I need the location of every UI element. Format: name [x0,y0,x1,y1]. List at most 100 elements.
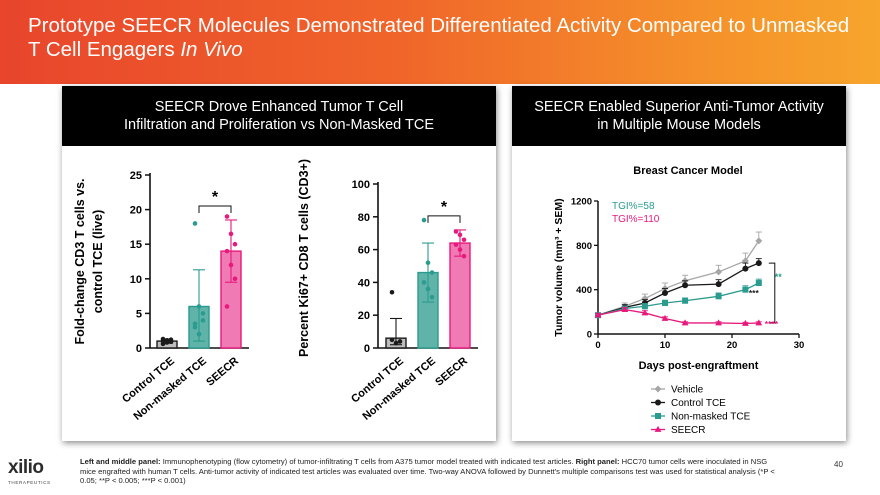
category-label: SEECR [433,355,470,389]
legend-label: Vehicle [671,385,704,396]
data-point [397,339,403,344]
significance-marker: *** [749,288,760,298]
right-panel: SEECR Enabled Superior Anti-Tumor Activi… [512,86,846,441]
tgi-annotation: TGI%=110 [612,214,660,225]
category-label: SEECR [204,355,241,389]
y-tick-label: 0 [364,343,370,355]
y-tick-label: 15 [130,239,142,251]
footnote: Left and middle panel: Immunophenotyping… [80,457,780,486]
data-point [429,294,435,300]
data-point [453,229,459,234]
slide-title-italic: In Vivo [180,38,243,61]
y-tick-label: 800 [576,241,592,252]
legend-label: Control TCE [671,398,726,409]
data-point [755,237,763,245]
tgi-annotation: TGI%=58 [612,201,655,212]
legend-label: SEECR [671,425,705,436]
left-header-line1: SEECR Drove Enhanced Tumor T Cell [154,99,404,115]
data-point [192,324,198,330]
data-point [594,311,602,318]
significance-bracket [768,262,776,324]
legend-marker [655,399,661,406]
series-line-2 [597,262,760,316]
data-point [641,303,648,310]
data-point [755,280,762,287]
x-tick-label: 0 [595,340,600,351]
data-point [196,304,202,309]
data-point [228,231,234,237]
cd3-fold-change-chart: Fold-change CD3 T cells vs. control TCE (… [73,170,249,423]
data-point [715,281,722,288]
y-tick-label: 10 [130,274,142,286]
y-tick-label: 100 [352,179,370,191]
x-tick-label: 20 [727,340,738,351]
y-tick-label: 25 [130,170,142,182]
data-point [715,268,723,276]
data-point [682,282,689,289]
right-header-line1: SEECR Enabled Superior Anti-Tumor Activi… [534,99,824,115]
x-axis-label: Days post-engraftment [639,360,759,372]
series-line-3 [597,282,760,316]
y-tick-label: 40 [358,277,370,289]
data-point [224,248,230,254]
series-line-4 [597,308,759,325]
data-point [421,280,427,285]
data-point [715,319,722,326]
data-point [621,306,629,313]
y-tick-label: 20 [358,310,370,322]
data-point [192,221,198,226]
data-point [453,242,459,247]
data-point [661,314,669,321]
data-point [755,319,763,326]
data-point [681,319,689,326]
x-tick-label: 10 [660,340,671,351]
footnote-mid: Right panel: [575,457,620,466]
data-point [457,247,463,252]
data-point [461,253,467,259]
significance-bracket [427,215,461,223]
y-tick-label: 80 [358,212,370,224]
legend-label: Non-masked TCE [671,412,751,423]
data-point [641,309,649,316]
data-point [196,331,202,337]
data-point [389,289,395,295]
data-point [232,241,238,247]
data-point [192,321,198,327]
data-point [168,337,174,342]
y-tick-label: 400 [576,285,592,296]
data-point [715,293,722,300]
left-header-line2: Infiltration and Proliferation vs Non-Ma… [123,117,434,133]
significance-star: * [212,189,219,206]
data-point [641,295,649,303]
logo-tagline: THERAPEUTICS [8,480,51,485]
data-point [160,336,166,342]
data-point [200,311,206,316]
data-point [389,337,395,343]
data-point [224,304,230,309]
left-panel-header: SEECR Drove Enhanced Tumor T Cell Infilt… [62,86,496,146]
chart-title: Breast Cancer Model [633,165,742,177]
data-point [232,276,238,282]
data-point [421,217,427,223]
footnote-text2: HCC70 tumor cells were inoculated in NSG… [80,457,775,485]
legend-marker [655,413,661,419]
data-point [742,286,749,293]
data-point [741,257,749,265]
page-number: 40 [834,460,843,469]
legend-marker [654,385,662,393]
data-point [200,318,206,323]
y-tick-label: 20 [130,205,142,217]
y-tick-label: 5 [136,308,142,320]
y-axis-label-line2: control TCE (live) [91,210,105,313]
data-point [682,297,689,304]
footnote-lead: Left and middle panel: [80,457,161,466]
y-tick-label: 60 [358,245,370,257]
data-point [164,338,170,343]
significance-marker: **** [765,319,779,329]
data-point [228,262,234,268]
data-point [393,340,399,346]
logo-wordmark: xilio [8,457,44,478]
data-point [457,232,463,238]
bar-3 [449,242,471,349]
data-point [425,260,431,266]
